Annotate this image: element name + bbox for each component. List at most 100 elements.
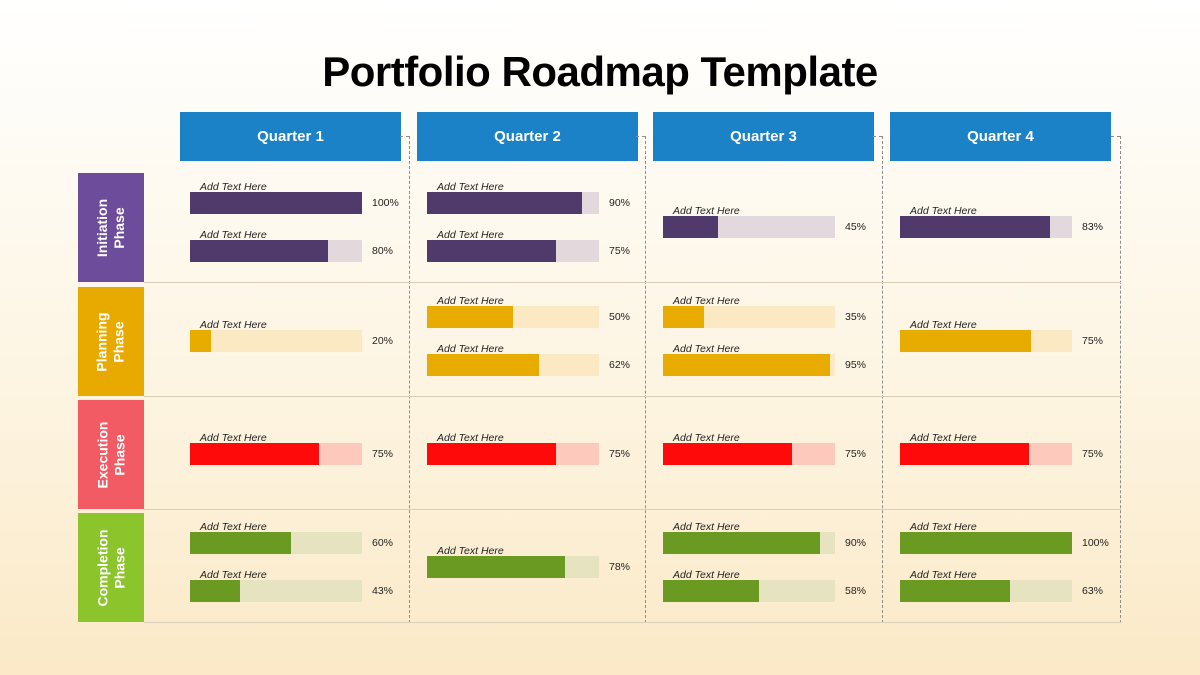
bar-text-label: Add Text Here xyxy=(437,295,504,307)
bar-text-label: Add Text Here xyxy=(437,181,504,193)
progress-bar-fill xyxy=(900,532,1072,554)
progress-bar-fill xyxy=(427,354,539,376)
bar-text-label: Add Text Here xyxy=(673,205,740,217)
bar-text-label: Add Text Here xyxy=(200,229,267,241)
bar-text-label: Add Text Here xyxy=(910,521,977,533)
progress-bar-fill xyxy=(663,354,830,376)
bar-text-label: Add Text Here xyxy=(673,569,740,581)
bar-text-label: Add Text Here xyxy=(673,521,740,533)
bar-text-label: Add Text Here xyxy=(910,432,977,444)
bar-text-label: Add Text Here xyxy=(910,205,977,217)
progress-bar xyxy=(663,580,835,602)
progress-bar-fill xyxy=(190,240,328,262)
column-divider xyxy=(645,136,646,623)
bar-text-label: Add Text Here xyxy=(437,432,504,444)
bar-text-label: Add Text Here xyxy=(200,181,267,193)
progress-percent: 78% xyxy=(609,561,631,573)
quarter-header-3: Quarter 3 xyxy=(653,112,874,161)
progress-percent: 75% xyxy=(1082,335,1104,347)
progress-percent: 90% xyxy=(845,537,867,549)
progress-bar xyxy=(427,354,599,376)
progress-percent: 62% xyxy=(609,359,631,371)
progress-bar-fill xyxy=(900,330,1031,352)
progress-bar xyxy=(900,330,1072,352)
progress-bar-fill xyxy=(663,443,792,465)
row-divider xyxy=(144,622,1121,623)
progress-bar-fill xyxy=(427,556,565,578)
progress-bar-fill xyxy=(190,443,319,465)
phase-label-text: Completion Phase xyxy=(94,529,127,606)
bar-text-label: Add Text Here xyxy=(437,343,504,355)
progress-bar xyxy=(190,240,362,262)
progress-percent: 75% xyxy=(372,448,394,460)
quarter-header-1: Quarter 1 xyxy=(180,112,401,161)
progress-bar xyxy=(427,556,599,578)
bar-text-label: Add Text Here xyxy=(910,319,977,331)
progress-bar-fill xyxy=(427,240,556,262)
progress-bar xyxy=(663,443,835,465)
progress-bar-fill xyxy=(190,330,211,352)
progress-bar-fill xyxy=(663,216,719,238)
progress-percent: 63% xyxy=(1082,585,1104,597)
column-divider xyxy=(882,136,883,623)
progress-percent: 75% xyxy=(609,245,631,257)
bar-text-label: Add Text Here xyxy=(200,521,267,533)
bar-text-label: Add Text Here xyxy=(437,545,504,557)
progress-bar xyxy=(190,580,362,602)
progress-percent: 90% xyxy=(609,197,631,209)
progress-bar-fill xyxy=(427,192,582,214)
bar-text-label: Add Text Here xyxy=(673,432,740,444)
row-divider xyxy=(144,282,1121,283)
phase-label-1: Initiation Phase xyxy=(78,173,144,282)
progress-bar xyxy=(663,532,835,554)
progress-bar xyxy=(900,532,1072,554)
roadmap-board: Quarter 1 Quarter 2 Quarter 3 Quarter 4 Init… xyxy=(78,112,1121,623)
phase-label-text: Execution Phase xyxy=(94,421,127,488)
bar-text-label: Add Text Here xyxy=(673,343,740,355)
quarter-header-4: Quarter 4 xyxy=(890,112,1111,161)
progress-percent: 95% xyxy=(845,359,867,371)
progress-bar-fill xyxy=(427,306,513,328)
bar-text-label: Add Text Here xyxy=(200,319,267,331)
progress-bar-fill xyxy=(900,216,1050,238)
progress-bar-fill xyxy=(663,580,760,602)
progress-bar xyxy=(900,580,1072,602)
progress-bar xyxy=(900,216,1072,238)
progress-percent: 100% xyxy=(1082,537,1109,549)
phase-label-text: Planning Phase xyxy=(94,311,127,372)
progress-bar xyxy=(427,240,599,262)
progress-bar xyxy=(190,443,362,465)
row-divider xyxy=(144,509,1121,510)
progress-percent: 80% xyxy=(372,245,394,257)
header-connector xyxy=(636,136,645,137)
progress-bar-fill xyxy=(427,443,556,465)
progress-percent: 75% xyxy=(609,448,631,460)
progress-bar xyxy=(663,216,835,238)
progress-bar-fill xyxy=(663,306,705,328)
progress-bar xyxy=(663,306,835,328)
progress-percent: 100% xyxy=(372,197,399,209)
progress-percent: 43% xyxy=(372,585,394,597)
progress-bar xyxy=(190,192,362,214)
bar-text-label: Add Text Here xyxy=(200,569,267,581)
progress-bar-fill xyxy=(190,580,240,602)
column-divider xyxy=(1120,136,1121,623)
progress-bar-fill xyxy=(190,532,292,554)
progress-bar xyxy=(427,192,599,214)
bar-text-label: Add Text Here xyxy=(673,295,740,307)
progress-percent: 60% xyxy=(372,537,394,549)
header-connector xyxy=(1111,136,1120,137)
progress-percent: 75% xyxy=(1082,448,1104,460)
progress-bar xyxy=(190,330,362,352)
bar-text-label: Add Text Here xyxy=(200,432,267,444)
progress-bar-fill xyxy=(190,192,362,214)
header-connector xyxy=(873,136,882,137)
header-connector xyxy=(400,136,409,137)
bar-text-label: Add Text Here xyxy=(437,229,504,241)
progress-percent: 50% xyxy=(609,311,631,323)
phase-label-3: Execution Phase xyxy=(78,400,144,509)
phase-label-text: Initiation Phase xyxy=(93,198,127,257)
progress-percent: 20% xyxy=(372,335,394,347)
progress-percent: 75% xyxy=(845,448,867,460)
progress-percent: 83% xyxy=(1082,221,1104,233)
